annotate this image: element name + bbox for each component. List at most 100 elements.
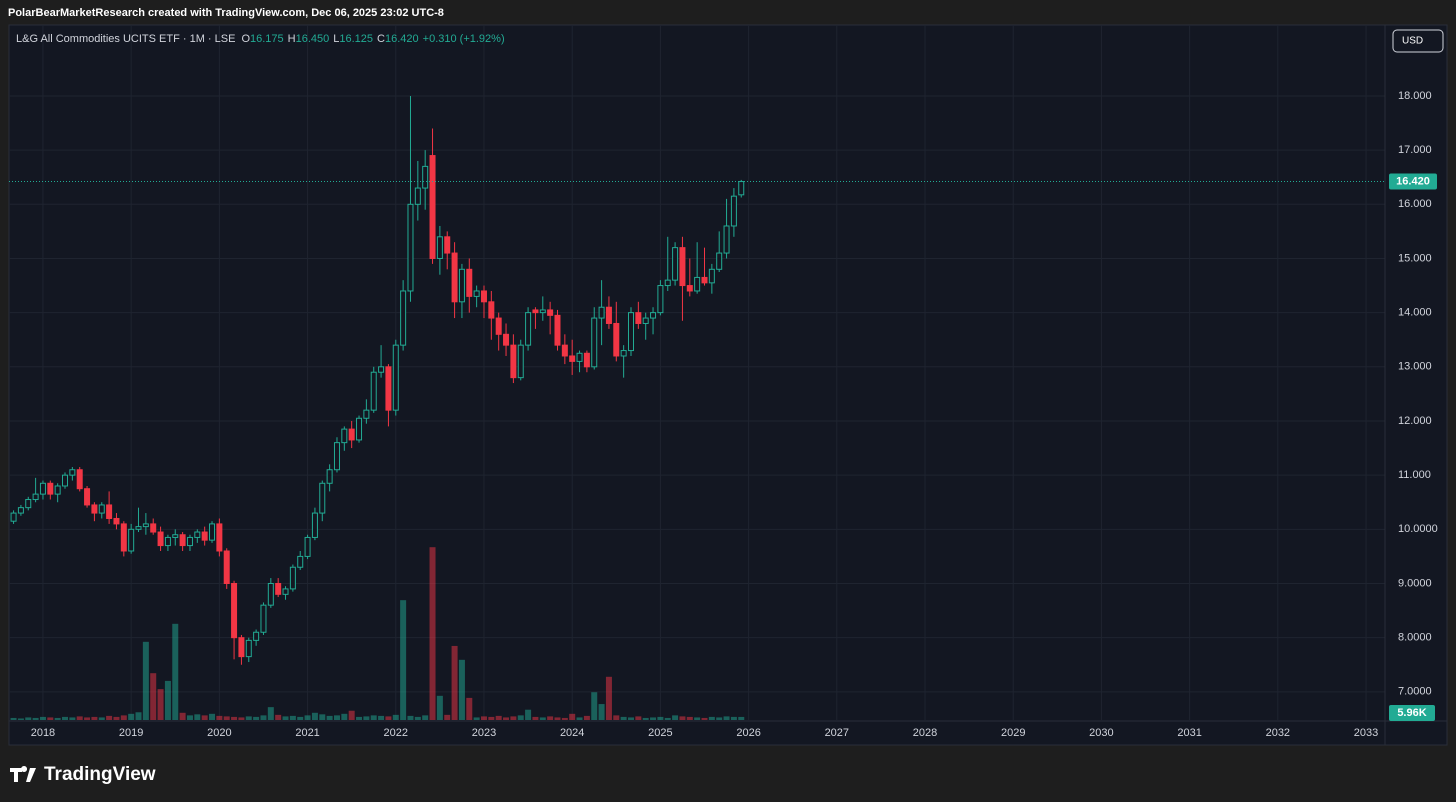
- candle-body: [642, 317, 649, 324]
- volume-bar: [201, 715, 208, 720]
- volume-bar: [17, 718, 24, 720]
- volume-bar: [172, 623, 179, 720]
- volume-bar: [635, 716, 642, 720]
- volume-bar: [135, 712, 142, 720]
- volume-bar: [120, 715, 127, 720]
- candle-body: [179, 534, 186, 547]
- candle-body: [664, 279, 671, 287]
- volume-bar: [267, 707, 274, 720]
- volume-bar: [547, 716, 554, 720]
- volume-bar: [495, 715, 502, 720]
- candle-body: [150, 523, 157, 533]
- volume-bar: [54, 717, 61, 720]
- volume-bar: [311, 712, 318, 720]
- candle-layer: [10, 95, 745, 665]
- currency-button[interactable]: [1392, 29, 1444, 53]
- x-tick-label: 2032: [1266, 727, 1290, 739]
- x-tick-label: 2033: [1354, 727, 1378, 739]
- x-tick-label: 2026: [736, 727, 760, 739]
- x-tick-label: 2021: [295, 727, 319, 739]
- candle-body: [113, 517, 120, 525]
- legend-value: 16.450: [296, 33, 330, 45]
- volume-bar: [444, 714, 451, 720]
- x-tick-label: 2022: [384, 727, 408, 739]
- volume-bar: [672, 715, 679, 720]
- last-volume-label: 5.96K: [1397, 707, 1426, 719]
- volume-bar: [503, 717, 510, 720]
- volume-bar: [39, 716, 46, 720]
- candle-body: [613, 322, 620, 357]
- candle-body: [400, 290, 407, 346]
- volume-bar: [179, 712, 186, 720]
- candle-body: [326, 469, 333, 484]
- volume-bar: [98, 717, 105, 720]
- candle-body: [363, 409, 370, 419]
- volume-bar: [539, 717, 546, 720]
- candle-body: [576, 352, 583, 362]
- candle-body: [17, 507, 24, 514]
- candle-body: [348, 428, 355, 441]
- candle-body: [510, 344, 517, 379]
- volume-bar: [554, 717, 561, 720]
- candle-body: [32, 493, 39, 501]
- legend-ohlc: O16.175 H16.450 L16.125 C16.420 +0.310 (+1.9…: [241, 33, 504, 45]
- volume-bar: [525, 709, 532, 720]
- volume-bar: [76, 716, 83, 720]
- volume-bar: [620, 716, 627, 720]
- volume-bar: [297, 716, 304, 720]
- candle-body: [341, 428, 348, 444]
- x-tick-label: 2030: [1089, 727, 1113, 739]
- candle-body: [39, 482, 46, 495]
- candle-body: [605, 306, 612, 324]
- volume-bar: [164, 680, 171, 720]
- legend-key: L: [333, 33, 339, 45]
- candle-body: [157, 531, 164, 547]
- candle-body: [47, 482, 54, 495]
- y-tick-label: 8.0000: [1398, 632, 1432, 644]
- volume-bar: [333, 715, 340, 720]
- volume-bar: [260, 715, 267, 720]
- candle-body: [392, 344, 399, 411]
- candle-body: [547, 309, 554, 316]
- candle-body: [128, 528, 135, 552]
- grid: [9, 25, 1385, 720]
- volume-bar: [253, 716, 260, 720]
- candle-body: [650, 312, 657, 319]
- candle-body: [480, 290, 487, 303]
- candle-body: [620, 350, 627, 357]
- volume-bar: [69, 717, 76, 720]
- volume-bar: [716, 717, 723, 720]
- candle-body: [569, 355, 576, 362]
- x-tick-label: 2023: [472, 727, 496, 739]
- last-price-label: 16.420: [1396, 175, 1430, 187]
- candle-body: [672, 247, 679, 281]
- candle-body: [591, 317, 598, 368]
- volume-bar: [730, 716, 737, 720]
- y-tick-label: 11.000: [1398, 469, 1431, 481]
- candle-body: [223, 550, 230, 584]
- y-tick-label: 9.0000: [1398, 577, 1432, 589]
- candle-body: [209, 523, 216, 541]
- volume-bar: [422, 715, 429, 720]
- volume-bar: [436, 695, 443, 720]
- volume-bar: [10, 717, 17, 720]
- candle-body: [635, 312, 642, 324]
- candle-body: [135, 526, 142, 530]
- y-tick-label: 15.000: [1398, 252, 1432, 264]
- candle-body: [253, 631, 260, 641]
- candle-body: [142, 523, 149, 528]
- candle-body: [686, 285, 693, 292]
- chart-pane: [8, 24, 1448, 746]
- volume-bar: [591, 692, 598, 720]
- volume-bar: [392, 714, 399, 720]
- volume-bar: [510, 716, 517, 720]
- volume-bar: [25, 717, 32, 720]
- candle-body: [260, 604, 267, 633]
- candle-body: [98, 504, 105, 514]
- volume-bar: [275, 714, 282, 720]
- candle-body: [370, 371, 377, 411]
- candle-body: [186, 536, 193, 547]
- x-tick-label: 2029: [1001, 727, 1025, 739]
- candle-body: [694, 276, 701, 292]
- legend-key: C: [377, 33, 385, 45]
